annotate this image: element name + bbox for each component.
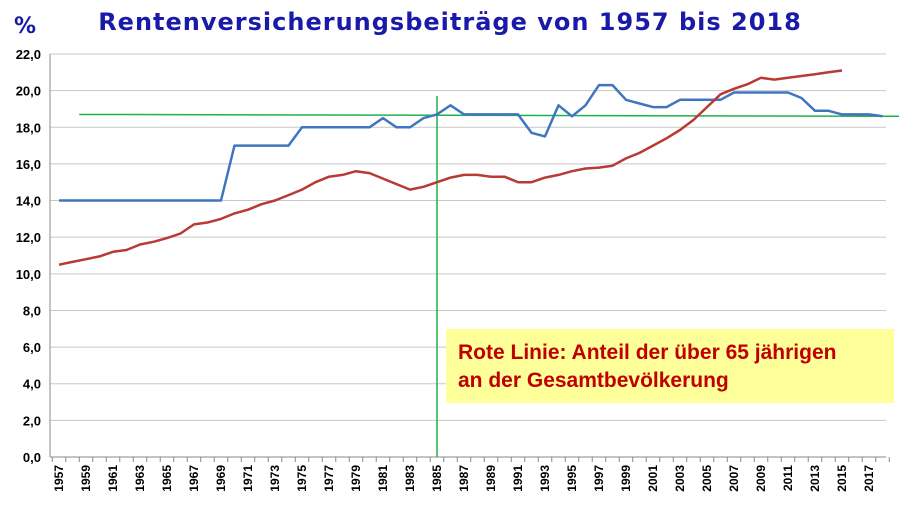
x-tick-labels: 1957 1959 1961 1963 1965 1967 1969 1971 1973 1975… — [52, 465, 876, 492]
x-tick-label: 1983 — [403, 465, 417, 492]
y-tick-label: 4,0 — [23, 377, 41, 392]
x-tick-label: 2003 — [673, 465, 687, 492]
x-tick-label: 1967 — [187, 465, 201, 492]
x-tick-label: 1975 — [295, 465, 309, 492]
y-tick-label: 10,0 — [16, 267, 41, 282]
x-tick-label: 1969 — [214, 465, 228, 492]
x-tick-label: 2017 — [862, 465, 876, 492]
x-tick-label: 1999 — [619, 465, 633, 492]
y-tick-label: 22,0 — [16, 47, 41, 62]
x-tick-label: 1961 — [106, 465, 120, 492]
y-tick-label: 0,0 — [23, 450, 41, 465]
y-tick-label: 14,0 — [16, 194, 41, 209]
y-tick-label: 16,0 — [16, 157, 41, 172]
y-tick-label: 20,0 — [16, 84, 41, 99]
series-line-blue — [59, 83, 883, 202]
y-tick-label: 8,0 — [23, 303, 41, 318]
x-tick-label: 1965 — [160, 465, 174, 492]
annotation-line-2: an der Gesamtbevölkerung — [458, 369, 729, 392]
x-tick-label: 1981 — [376, 465, 390, 492]
x-tick-label: 2013 — [808, 465, 822, 492]
y-tick-label: 6,0 — [23, 340, 41, 355]
x-tick-label: 1971 — [241, 465, 255, 492]
annotation-line-1: Rote Linie: Anteil der über 65 jährigen — [458, 341, 837, 364]
x-tick-label: 1979 — [349, 465, 363, 492]
x-tick-label: 1977 — [322, 465, 336, 492]
y-tick-labels: 0,0 2,0 4,0 6,0 8,0 10,0 12,0 14,0 16,0 18,0 20,0 2… — [16, 47, 41, 465]
chart-title: Rentenversicherungsbeiträge von 1957 bis… — [98, 8, 802, 36]
y-tick-label: 2,0 — [23, 413, 41, 428]
gridlines — [50, 53, 886, 421]
x-tick-label: 1973 — [268, 465, 282, 492]
x-tick-label: 1963 — [133, 465, 147, 492]
x-tick-label: 2009 — [754, 465, 768, 492]
x-tick-label: 2011 — [781, 465, 795, 491]
x-tick-label: 1957 — [52, 465, 66, 492]
x-tick-label: 2001 — [646, 465, 660, 492]
series-line-red — [58, 69, 843, 266]
series-lines — [58, 69, 883, 266]
x-tick-label: 1987 — [457, 465, 471, 492]
x-tick-label: 2015 — [835, 465, 849, 492]
y-tick-label: 12,0 — [16, 230, 41, 245]
x-tick-label: 1993 — [538, 465, 552, 492]
x-tick-label: 2007 — [727, 465, 741, 492]
x-tick-label: 1991 — [511, 465, 525, 492]
axes — [49, 54, 890, 462]
x-tick-label: 1995 — [565, 465, 579, 492]
annotation-box: Rote Linie: Anteil der über 65 jährigen … — [446, 329, 894, 403]
x-tick-label: 1985 — [430, 465, 444, 492]
y-unit-label: % — [14, 14, 37, 39]
x-tick-label: 1989 — [484, 465, 498, 492]
x-tick-label: 1959 — [79, 465, 93, 492]
x-tick-label: 2005 — [700, 465, 714, 492]
y-tick-label: 18,0 — [16, 120, 41, 135]
x-tick-label: 1997 — [592, 465, 606, 492]
